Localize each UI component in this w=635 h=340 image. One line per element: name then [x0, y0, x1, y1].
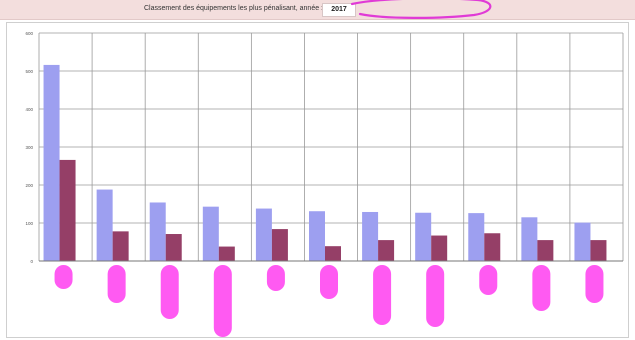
- redacted-category-label: [585, 265, 604, 303]
- year-circle-stroke: [350, 0, 492, 19]
- redacted-category-label: [213, 265, 232, 337]
- bar: [590, 240, 607, 261]
- bar: [96, 189, 113, 261]
- redacted-category-label: [373, 265, 392, 325]
- y-tick-label: 100: [25, 221, 33, 226]
- y-tick-label: 0: [30, 259, 33, 264]
- bar: [165, 234, 182, 261]
- redacted-category-label: [532, 265, 551, 311]
- bar: [218, 246, 235, 261]
- chart-container: 0 100 200 300 400 500 600: [6, 22, 629, 338]
- bar-chart: 0 100 200 300 400 500 600: [25, 31, 624, 337]
- redacted-category-label: [479, 265, 498, 295]
- redacted-category-label: [266, 265, 285, 291]
- y-tick-label: 300: [25, 145, 33, 150]
- bar: [112, 231, 129, 261]
- header-title: Classement des équipements les plus péna…: [144, 5, 323, 12]
- bar: [378, 240, 395, 261]
- bar: [271, 229, 288, 261]
- bar: [59, 159, 76, 261]
- year-field[interactable]: 2017: [322, 3, 356, 17]
- redacted-category-label: [426, 265, 445, 327]
- bar: [484, 233, 501, 261]
- redacted-category-label: [160, 265, 179, 319]
- redacted-category-label: [320, 265, 338, 299]
- bar: [202, 206, 219, 261]
- bar: [521, 217, 538, 261]
- y-tick-label: 400: [25, 107, 33, 112]
- bar: [537, 240, 554, 261]
- year-highlight-circle: [350, 0, 492, 19]
- bar: [415, 212, 432, 261]
- redacted-category-label: [54, 265, 73, 289]
- y-tick-label: 200: [25, 183, 33, 188]
- redacted-category-label: [107, 265, 126, 303]
- y-tick-label: 600: [25, 31, 33, 36]
- bar: [149, 202, 166, 261]
- y-tick-label: 500: [25, 69, 33, 74]
- bar: [255, 208, 272, 261]
- bar: [431, 235, 448, 261]
- bar: [325, 246, 341, 261]
- bar: [309, 211, 325, 261]
- bar: [43, 64, 60, 261]
- bar: [468, 213, 485, 261]
- bar: [362, 211, 379, 261]
- bar: [574, 222, 591, 261]
